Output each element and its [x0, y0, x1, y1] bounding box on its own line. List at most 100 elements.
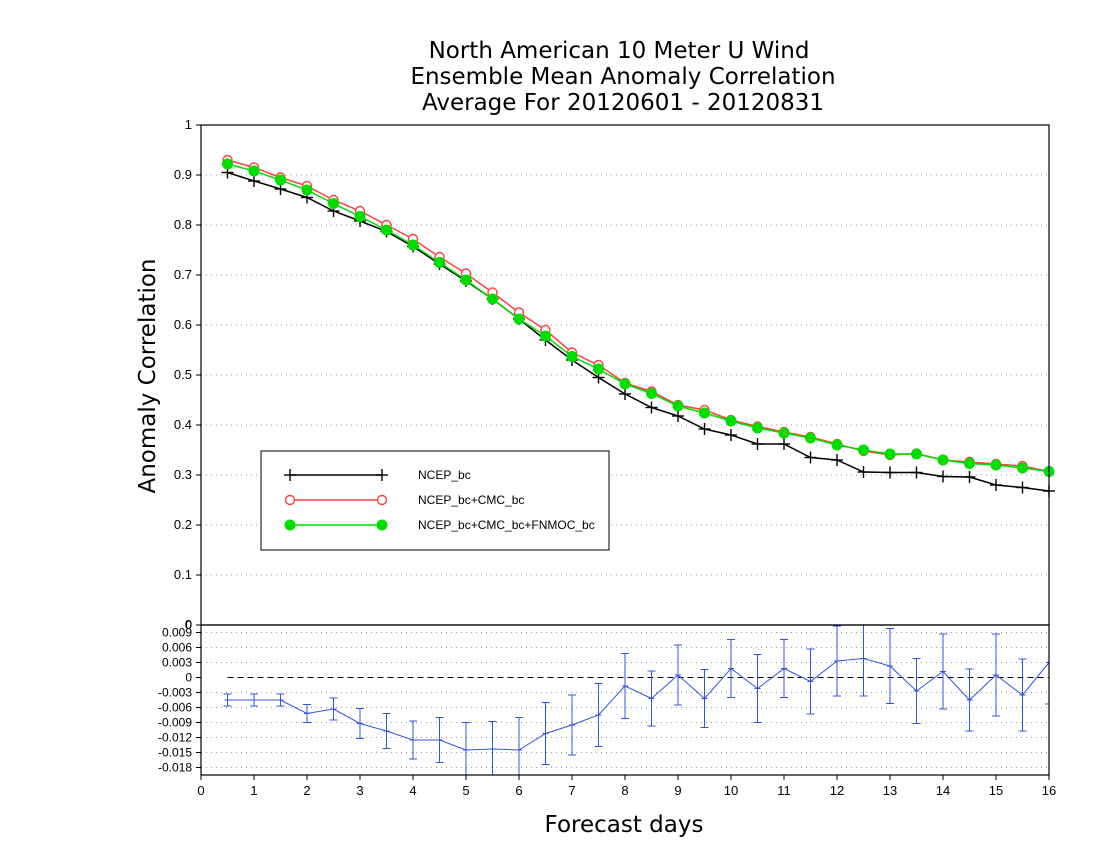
sub-y-tick-label: 0.006	[162, 641, 192, 655]
data-point	[699, 407, 710, 419]
main-series-group	[221, 154, 1055, 497]
sub-y-tick-label: 0.003	[162, 656, 192, 670]
legend-marker	[376, 519, 388, 531]
legend-label: NCEP_bc+CMC_bc	[418, 493, 524, 507]
data-point	[911, 448, 922, 460]
chart-title-line-1: North American 10 Meter U Wind	[429, 38, 810, 64]
sub-gridlines	[201, 632, 1049, 768]
x-tick-label: 0	[197, 783, 204, 798]
sub-y-tick-label: 0	[185, 618, 192, 632]
x-axis-label: Forecast days	[545, 812, 704, 838]
difference-line	[227, 657, 1050, 751]
x-tick-label: 3	[356, 783, 363, 798]
main-y-tick-label: 0.5	[174, 367, 192, 382]
data-point	[513, 313, 525, 325]
series-line	[227, 159, 1050, 473]
data-point	[937, 454, 949, 466]
data-point	[831, 439, 843, 451]
sub-plot-frame	[200, 624, 1050, 776]
x-tick-label: 15	[989, 783, 1003, 798]
data-point	[434, 257, 445, 268]
series-2	[222, 158, 1055, 477]
data-point	[275, 174, 286, 186]
main-y-tick-label: 0.3	[174, 467, 192, 482]
main-y-ticks: 0 0.1 0.2 0.3 0.4 0.5 0.6 0.7 0.8 0.9 1	[174, 117, 201, 632]
legend-marker	[284, 519, 296, 531]
main-y-tick-label: 0.4	[174, 417, 192, 432]
x-tick-label: 16	[1042, 783, 1056, 798]
series-line	[227, 171, 1050, 492]
data-point	[301, 184, 313, 196]
main-y-tick-label: 0.1	[174, 567, 192, 582]
series-1	[222, 154, 1055, 477]
main-y-tick-label: 0	[185, 617, 192, 632]
data-point	[619, 378, 631, 390]
legend-entry-2: NCEP_bc+CMC_bc+FNMOC_bc	[284, 518, 595, 532]
data-point	[858, 444, 869, 456]
main-y-tick-label: 0.2	[174, 517, 192, 532]
data-point	[805, 432, 816, 444]
main-y-tick-label: 0.7	[174, 267, 192, 282]
legend: NCEP_bc NCEP_bc+CMC_bc NCEP_bc+CMC_bc+FNMO…	[260, 450, 610, 551]
legend-label: NCEP_bc+CMC_bc+FNMOC_bc	[418, 518, 595, 532]
sub-y-tick-label: -0.006	[158, 701, 192, 715]
legend-entry-1: NCEP_bc+CMC_bc	[284, 493, 524, 507]
main-y-tick-label: 0.6	[174, 317, 192, 332]
data-point	[381, 224, 392, 236]
data-point	[407, 239, 419, 251]
sub-y-tick-label: -0.009	[158, 716, 192, 730]
legend-label: NCEP_bc	[418, 468, 471, 482]
data-point	[460, 274, 472, 286]
legend-marker	[376, 494, 388, 506]
data-point	[566, 351, 578, 362]
data-point	[354, 211, 366, 222]
x-tick-label: 10	[724, 783, 738, 798]
data-point	[725, 415, 737, 427]
chart-title-line-2: Ensemble Mean Anomaly Correlation	[410, 64, 835, 90]
main-y-tick-label: 0.8	[174, 217, 192, 232]
sub-y-tick-label: -0.015	[158, 746, 192, 760]
data-point	[646, 388, 657, 399]
main-y-tick-label: 1	[185, 117, 192, 132]
data-point	[964, 458, 975, 469]
x-tick-label: 4	[409, 783, 416, 798]
data-point	[540, 330, 551, 342]
data-point	[593, 363, 604, 375]
x-tick-label: 11	[777, 783, 791, 798]
sub-y-tick-label: -0.012	[158, 731, 192, 745]
x-tick-label: 5	[462, 783, 469, 798]
data-point	[328, 198, 339, 209]
data-point	[1017, 462, 1028, 474]
x-tick-label: 6	[515, 783, 522, 798]
series-line	[227, 163, 1050, 473]
sub-y-tick-label: -0.003	[158, 686, 192, 700]
difference-series-group	[223, 624, 1050, 776]
y-axis-label: Anomaly Correlation	[135, 258, 161, 493]
data-point	[752, 422, 763, 434]
data-point	[222, 158, 233, 170]
series-0	[221, 166, 1055, 497]
x-tick-label: 2	[303, 783, 310, 798]
data-point	[487, 293, 498, 305]
data-point	[248, 165, 260, 177]
data-point	[990, 459, 1002, 471]
sub-y-tick-label: 0	[185, 671, 192, 685]
sub-y-tick-label: -0.018	[158, 761, 192, 775]
x-tick-label: 12	[830, 783, 844, 798]
x-tick-label: 7	[568, 783, 575, 798]
data-point	[778, 427, 790, 439]
data-point	[672, 400, 684, 412]
x-tick-label: 8	[621, 783, 628, 798]
chart-title-line-3: Average For 20120601 - 20120831	[422, 90, 824, 116]
sub-y-ticks: 00.0090.0060.0030-0.003-0.006-0.009-0.01…	[158, 618, 201, 775]
data-point	[884, 448, 896, 460]
x-tick-label: 13	[883, 783, 897, 798]
x-tick-label: 14	[936, 783, 950, 798]
legend-marker	[284, 494, 296, 506]
legend-entry-0: NCEP_bc	[284, 468, 471, 482]
x-ticks: 0 1 2 3 4 5 6 7 8 9 10 11 12 13 14 15 16	[197, 775, 1056, 798]
x-tick-label: 1	[250, 783, 257, 798]
main-y-tick-label: 0.9	[174, 167, 192, 182]
x-tick-label: 9	[674, 783, 681, 798]
